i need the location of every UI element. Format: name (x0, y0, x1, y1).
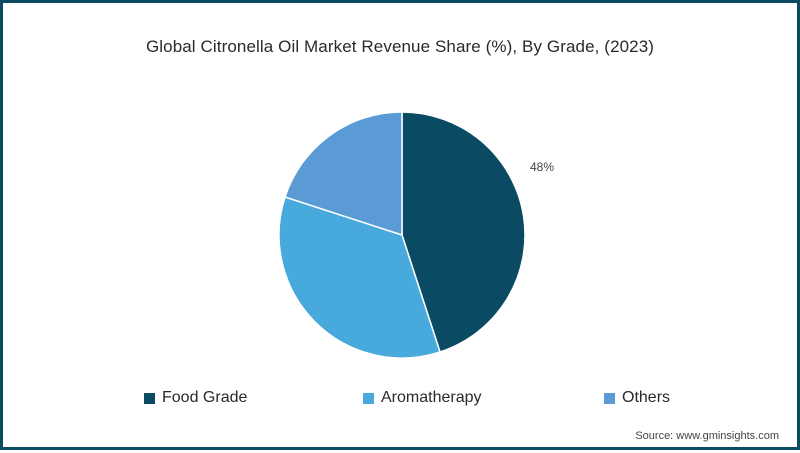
source-note: Source: www.gminsights.com (635, 430, 779, 442)
chart-title: Global Citronella Oil Market Revenue Sha… (145, 37, 655, 56)
food-grade-swatch-icon (144, 392, 155, 404)
aromatherapy-swatch-icon (363, 392, 374, 404)
pie-chart (278, 111, 526, 359)
legend-label-others: Others (622, 389, 671, 406)
pie-slice-food-grade (401, 111, 526, 353)
others-swatch-icon (604, 392, 615, 404)
food-grade-data-label: 48% (530, 160, 555, 174)
legend-item-others[interactable]: Others (604, 389, 670, 407)
legend-label-food-grade: Food Grade (162, 389, 248, 406)
legend: Food Grade Aromatherapy Others (3, 389, 797, 411)
legend-item-food-grade[interactable]: Food Grade (144, 389, 247, 407)
pie-slice-aromatherapy (278, 196, 441, 359)
legend-label-aromatherapy: Aromatherapy (381, 389, 482, 406)
pie-slice-others (284, 111, 403, 237)
legend-item-aromatherapy[interactable]: Aromatherapy (363, 389, 482, 407)
